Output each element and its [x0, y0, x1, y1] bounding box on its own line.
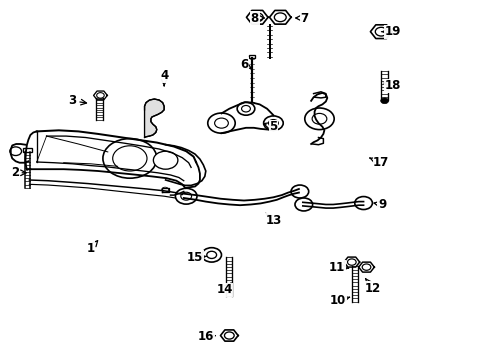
Circle shape — [162, 187, 169, 192]
Circle shape — [274, 13, 286, 22]
Circle shape — [208, 113, 235, 133]
Circle shape — [269, 120, 278, 127]
Polygon shape — [370, 25, 392, 39]
Circle shape — [103, 139, 157, 178]
Circle shape — [10, 147, 22, 156]
Text: 4: 4 — [160, 69, 168, 86]
Polygon shape — [220, 330, 238, 341]
Polygon shape — [94, 91, 107, 100]
Circle shape — [295, 198, 313, 211]
Text: 8: 8 — [251, 12, 264, 24]
Polygon shape — [270, 10, 291, 24]
Text: 17: 17 — [370, 156, 390, 169]
Bar — [249, 55, 255, 58]
Circle shape — [224, 332, 234, 339]
Circle shape — [113, 146, 147, 171]
Polygon shape — [344, 257, 360, 267]
Polygon shape — [246, 10, 268, 24]
Circle shape — [251, 13, 263, 22]
Circle shape — [97, 93, 104, 98]
Circle shape — [375, 27, 387, 36]
Circle shape — [305, 108, 334, 130]
Text: 3: 3 — [69, 94, 87, 107]
Circle shape — [312, 113, 327, 124]
Text: 14: 14 — [216, 283, 233, 296]
Circle shape — [264, 116, 283, 130]
Circle shape — [355, 197, 372, 210]
Text: 10: 10 — [330, 294, 350, 307]
Text: 15: 15 — [187, 251, 207, 264]
Text: 1: 1 — [87, 240, 98, 255]
Circle shape — [242, 105, 250, 112]
Text: 11: 11 — [329, 261, 349, 274]
Circle shape — [181, 192, 192, 200]
Circle shape — [381, 98, 389, 104]
Text: 7: 7 — [296, 12, 309, 24]
Text: 18: 18 — [384, 79, 401, 92]
Text: 9: 9 — [374, 198, 386, 211]
Text: 2: 2 — [11, 166, 26, 179]
Text: 13: 13 — [265, 213, 282, 227]
Text: 16: 16 — [197, 330, 215, 343]
Circle shape — [175, 188, 197, 204]
Polygon shape — [359, 262, 374, 272]
Text: 6: 6 — [240, 58, 251, 71]
Text: 19: 19 — [381, 25, 401, 38]
Circle shape — [291, 185, 309, 198]
Circle shape — [153, 151, 178, 169]
Circle shape — [237, 102, 255, 115]
Circle shape — [215, 118, 228, 128]
Circle shape — [202, 248, 221, 262]
Text: 5: 5 — [264, 120, 277, 133]
Circle shape — [347, 259, 356, 265]
Circle shape — [362, 264, 371, 270]
Polygon shape — [145, 99, 164, 138]
Text: 12: 12 — [364, 279, 381, 294]
Bar — [23, 148, 32, 152]
